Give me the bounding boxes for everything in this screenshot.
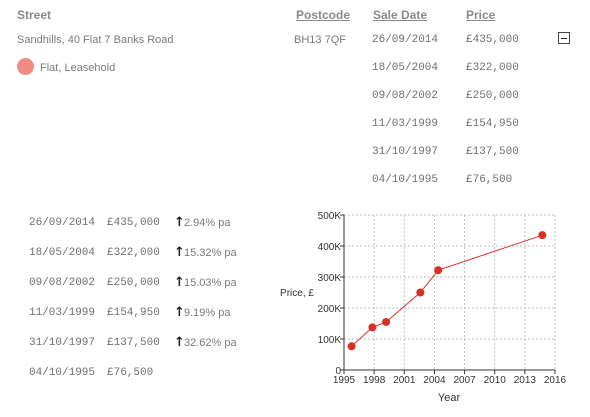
- history-price: £435,000: [107, 217, 160, 229]
- collapse-button[interactable]: [558, 32, 570, 44]
- chart-x-tick-label: 1998: [363, 375, 386, 386]
- history-price: £250,000: [107, 277, 160, 289]
- history-change: 15.32% pa: [184, 247, 237, 259]
- chart-data-point: [416, 288, 425, 297]
- history-price: £76,500: [107, 367, 154, 379]
- sale-date: 26/09/2014: [372, 34, 439, 46]
- chart-y-tick-label: 0: [335, 366, 341, 377]
- history-change: 32.62% pa: [184, 337, 237, 349]
- sale-date: 11/03/1999: [372, 118, 439, 130]
- sale-price: £137,500: [466, 146, 519, 158]
- chart-x-tick-label: 2001: [393, 375, 416, 386]
- sale-price: £322,000: [466, 62, 519, 74]
- history-change: 15.03% pa: [184, 277, 237, 289]
- history-date: 26/09/2014: [29, 217, 96, 229]
- chart-data-point: [434, 266, 443, 275]
- chart-y-tick-label: 300K: [318, 273, 342, 284]
- chart-y-tick-label: 400K: [318, 242, 342, 253]
- chart-x-tick-label: 2004: [423, 375, 446, 386]
- column-header-postcode[interactable]: Postcode: [296, 8, 351, 22]
- history-change: 9.19% pa: [184, 307, 231, 319]
- sale-price: £250,000: [466, 90, 519, 102]
- column-header-street: Street: [17, 8, 52, 22]
- history-date: 18/05/2004: [29, 247, 96, 259]
- sale-date: 18/05/2004: [372, 62, 439, 74]
- chart-data-point: [538, 231, 547, 240]
- sale-date: 31/10/1997: [372, 146, 439, 158]
- chart-y-tick-label: 500K: [318, 211, 342, 222]
- arrow-up-icon: ↑: [174, 305, 185, 320]
- chart-y-tick-label: 100K: [318, 335, 342, 346]
- chart-x-tick-label: 2016: [544, 375, 567, 386]
- history-date: 31/10/1997: [29, 337, 96, 349]
- property-type-marker: [17, 58, 34, 75]
- column-header-sale-date[interactable]: Sale Date: [373, 8, 428, 22]
- sale-price: £76,500: [466, 174, 513, 186]
- history-price: £154,950: [107, 307, 160, 319]
- postcode-value: BH13 7QF: [294, 34, 346, 46]
- chart-data-point: [368, 323, 377, 332]
- history-change: 2.94% pa: [184, 217, 231, 229]
- sale-price: £154,950: [466, 118, 519, 130]
- history-date: 11/03/1999: [29, 307, 96, 319]
- chart-x-axis-label: Year: [438, 392, 461, 404]
- chart-data-point: [382, 317, 391, 326]
- property-type-label: Flat, Leasehold: [40, 62, 116, 74]
- sale-date: 04/10/1995: [372, 174, 439, 186]
- history-date: 04/10/1995: [29, 367, 96, 379]
- street-address: Sandhills, 40 Flat 7 Banks Road: [17, 34, 174, 46]
- chart-y-axis-label: Price, £: [280, 288, 314, 299]
- column-header-price[interactable]: Price: [466, 8, 496, 22]
- chart-y-tick-label: 200K: [318, 304, 342, 315]
- chart-data-point: [347, 342, 356, 351]
- chart-x-tick-label: 2007: [453, 375, 476, 386]
- sale-price: £435,000: [466, 34, 519, 46]
- history-price: £322,000: [107, 247, 160, 259]
- arrow-up-icon: ↑: [174, 335, 185, 350]
- chart-x-tick-label: 2013: [514, 375, 537, 386]
- arrow-up-icon: ↑: [174, 215, 185, 230]
- arrow-up-icon: ↑: [174, 245, 185, 260]
- chart-x-tick-label: 2010: [484, 375, 507, 386]
- chart-x-tick-label: 1995: [333, 375, 356, 386]
- arrow-up-icon: ↑: [174, 275, 185, 290]
- chart-series-line: [351, 234, 543, 347]
- history-price: £137,500: [107, 337, 160, 349]
- sale-date: 09/08/2002: [372, 90, 439, 102]
- history-date: 09/08/2002: [29, 277, 96, 289]
